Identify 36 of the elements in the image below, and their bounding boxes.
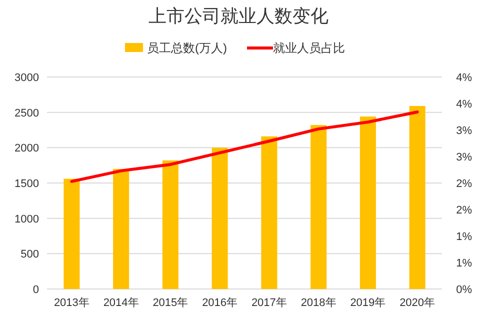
- y2-tick-label: 3%: [456, 125, 472, 137]
- x-tick-label: 2017年: [251, 297, 287, 309]
- bar: [162, 160, 178, 289]
- x-tick-label: 2019年: [350, 297, 386, 309]
- x-tick-label: 2015年: [152, 297, 188, 309]
- y2-tick-label: 3%: [456, 152, 472, 164]
- y-tick-label: 3000: [14, 72, 39, 84]
- y2-tick-label: 1%: [456, 231, 472, 243]
- y-tick-label: 1000: [14, 213, 39, 226]
- y2-tick-label: 1%: [456, 258, 472, 270]
- legend-label: 就业人员占比: [273, 41, 345, 55]
- y2-tick-label: 4%: [456, 72, 472, 84]
- y2-tick-label: 2%: [456, 178, 472, 190]
- bar: [64, 178, 80, 289]
- x-tick-label: 2013年: [54, 297, 90, 309]
- y-tick-label: 1500: [14, 178, 39, 190]
- bar: [310, 125, 327, 289]
- bar: [261, 136, 278, 289]
- x-tick-label: 2016年: [202, 297, 238, 309]
- chart-title: 上市公司就业人数变化: [148, 6, 328, 26]
- y2-tick-label: 2%: [456, 204, 472, 216]
- line-series: [70, 110, 419, 183]
- x-tick-label: 2014年: [103, 297, 139, 309]
- bar: [212, 148, 228, 289]
- x-tick-label: 2018年: [300, 297, 336, 309]
- y-tick-label: 2500: [14, 107, 39, 120]
- bar: [409, 106, 426, 289]
- bar: [113, 168, 130, 289]
- x-tick-label: 2020年: [400, 297, 436, 309]
- y-tick-label: 2000: [14, 142, 39, 155]
- bar: [360, 116, 376, 289]
- y2-tick-label: 4%: [456, 98, 472, 110]
- y-tick-label: 500: [20, 248, 39, 261]
- y2-tick-label: 0%: [456, 284, 472, 296]
- y-tick-label: 0: [32, 284, 39, 296]
- legend-label: 员工总数(万人): [147, 41, 227, 55]
